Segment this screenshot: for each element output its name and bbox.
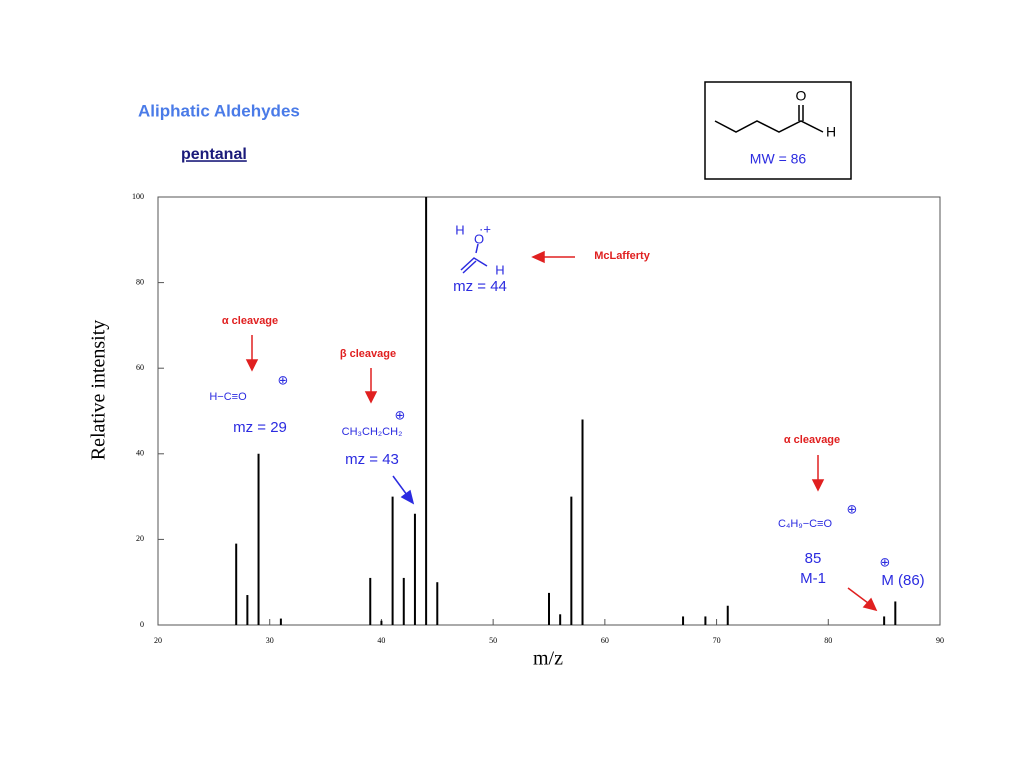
- y-tick-label: 20: [136, 534, 144, 543]
- annotation: α cleavage: [222, 315, 278, 327]
- title: Aliphatic Aldehydes: [138, 101, 300, 120]
- y-tick-label: 0: [140, 620, 144, 629]
- annotation: H: [455, 222, 464, 237]
- annotation: H−C≡O: [209, 391, 247, 403]
- annotation: O: [474, 231, 484, 246]
- y-tick-label: 100: [132, 192, 144, 201]
- annotation: CH₃CH₂CH₂: [342, 426, 403, 438]
- annotation: C₄H₉−C≡O: [778, 518, 833, 530]
- mclafferty-bonds: [462, 260, 477, 274]
- x-tick-label: 40: [377, 636, 385, 645]
- atom: H: [826, 124, 836, 140]
- x-tick-label: 30: [266, 636, 274, 645]
- mclafferty-bonds: [475, 243, 479, 254]
- annotation: ⊕: [395, 407, 406, 422]
- plot-frame: [157, 196, 941, 626]
- annotation: ⊕: [278, 372, 289, 387]
- x-tick-label: 80: [824, 636, 832, 645]
- annotation: ·+: [479, 221, 491, 236]
- y-tick-label: 40: [136, 449, 144, 458]
- x-tick-label: 70: [713, 636, 721, 645]
- annotation: β cleavage: [340, 348, 396, 360]
- annotation: McLafferty: [594, 250, 651, 262]
- x-tick-label: 50: [489, 636, 497, 645]
- annotation: α cleavage: [784, 434, 840, 446]
- structure-box: [704, 81, 852, 180]
- annotation: 85: [805, 550, 822, 567]
- x-tick-label: 90: [936, 636, 944, 645]
- annotation: H: [495, 262, 504, 277]
- arrow-blue: [392, 475, 415, 505]
- subtitle: pentanal: [181, 146, 247, 163]
- x-tick-label: 20: [154, 636, 162, 645]
- x-label: m/z: [533, 648, 563, 670]
- annotation: mz = 29: [233, 419, 287, 436]
- annotation: mz = 44: [453, 278, 507, 295]
- annotation: ⊕: [880, 554, 891, 569]
- annotation: mz = 43: [345, 451, 399, 468]
- atom: O: [796, 88, 807, 104]
- mclafferty-bonds: [460, 257, 488, 271]
- mw: MW = 86: [750, 151, 807, 167]
- y-tick-label: 60: [136, 363, 144, 372]
- y-label: Relative intensity: [88, 320, 110, 461]
- annotation: M (86): [881, 572, 924, 589]
- arrows: [245, 250, 878, 612]
- skeleton: [714, 120, 824, 133]
- y-tick-label: 80: [136, 277, 144, 286]
- x-tick-label: 60: [601, 636, 609, 645]
- annotation: M-1: [800, 570, 826, 587]
- annotation: ⊕: [847, 501, 858, 516]
